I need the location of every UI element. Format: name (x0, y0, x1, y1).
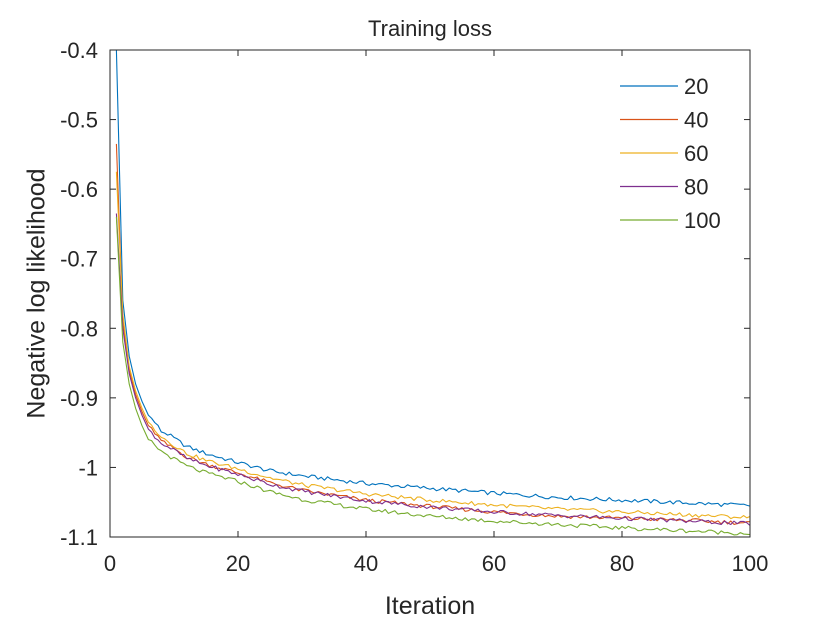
legend: 20 40 60 80 100 (620, 74, 721, 233)
series-line-100 (115, 216, 751, 536)
x-tick-label: 20 (226, 551, 250, 576)
legend-label-40: 40 (684, 108, 708, 133)
y-tick-label: -0.6 (60, 177, 98, 202)
plot-area (110, 50, 750, 537)
x-tick-label: 40 (354, 551, 378, 576)
chart-title: Training loss (368, 16, 492, 41)
y-axis-title: Negative log likelihood (23, 168, 51, 418)
legend-label-100: 100 (684, 208, 721, 233)
x-tick-label: 60 (482, 551, 506, 576)
series-line-20 (115, 49, 751, 507)
x-tick-label: 80 (610, 551, 634, 576)
y-tick-label: -0.4 (60, 38, 98, 63)
y-tick-label: -0.8 (60, 316, 98, 341)
y-tick-label: -1.1 (60, 525, 98, 550)
x-tick-label: 100 (732, 551, 769, 576)
y-tick-label: -1 (78, 455, 98, 480)
series-line-80 (115, 213, 751, 526)
x-tick-label: 0 (104, 551, 116, 576)
series-line-40 (115, 143, 751, 525)
y-tick-label: -0.9 (60, 386, 98, 411)
legend-label-60: 60 (684, 141, 708, 166)
legend-label-80: 80 (684, 175, 708, 200)
x-axis-title: Iteration (385, 592, 475, 620)
legend-label-20: 20 (684, 74, 708, 99)
tick-layer: 0 20 40 60 80 100 -0.4 -0.5 -0.6 -0.7 -0.8 -0.9 -1 -1… (60, 38, 768, 576)
series-layer (115, 49, 751, 536)
y-tick-label: -0.5 (60, 108, 98, 133)
series-line-60 (115, 171, 751, 520)
y-tick-label: -0.7 (60, 247, 98, 272)
plot-box (109, 49, 751, 538)
